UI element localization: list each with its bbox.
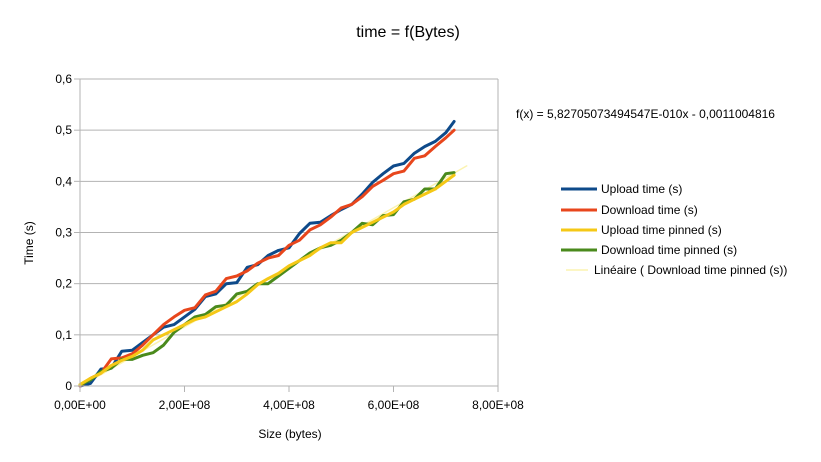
x-axis-label: Size (bytes) bbox=[258, 427, 321, 441]
gridlines bbox=[80, 78, 498, 387]
legend-label-0: Upload time (s) bbox=[601, 182, 682, 196]
legend-label-3: Download time pinned (s) bbox=[601, 243, 737, 257]
legend-label-2: Upload time pinned (s) bbox=[601, 223, 722, 237]
y-axis-label: Time (s) bbox=[22, 221, 36, 265]
series-layer bbox=[78, 120, 468, 388]
y-tick-label-3: 0,3 bbox=[55, 226, 72, 240]
x-tick-label-3: 6,00E+08 bbox=[368, 398, 420, 412]
legend-label-1: Download time (s) bbox=[601, 203, 698, 217]
series-line-1 bbox=[78, 128, 456, 388]
legend-label-4: Linéaire ( Download time pinned (s)) bbox=[594, 263, 787, 277]
x-tick-label-2: 4,00E+08 bbox=[263, 398, 315, 412]
series-line-3 bbox=[78, 171, 456, 387]
y-tick-label-1: 0,1 bbox=[55, 328, 72, 342]
x-tick-label-0: 0,00E+00 bbox=[54, 398, 106, 412]
x-tick-label-4: 8,00E+08 bbox=[472, 398, 524, 412]
x-tick-label-1: 2,00E+08 bbox=[159, 398, 211, 412]
series-line-2 bbox=[78, 173, 456, 386]
series-line-0 bbox=[78, 120, 456, 388]
y-tick-label-6: 0,6 bbox=[55, 72, 72, 86]
y-tick-label-0: 0 bbox=[65, 379, 72, 393]
y-tick-label-4: 0,4 bbox=[55, 174, 72, 188]
y-tick-labels: 0 0,1 0,2 0,3 0,4 0,5 0,6 bbox=[55, 72, 80, 393]
x-tick-labels: 0,00E+00 2,00E+08 4,00E+08 6,00E+08 8,00E+08 bbox=[54, 386, 524, 412]
trendline-equation: f(x) = 5,82705073494547E-010x - 0,001100… bbox=[516, 107, 775, 121]
y-tick-label-2: 0,2 bbox=[55, 277, 72, 291]
legend: Upload time (s) Download time (s) Upload t… bbox=[561, 182, 787, 277]
y-tick-label-5: 0,5 bbox=[55, 123, 72, 137]
chart-title: time = f(Bytes) bbox=[356, 24, 460, 41]
